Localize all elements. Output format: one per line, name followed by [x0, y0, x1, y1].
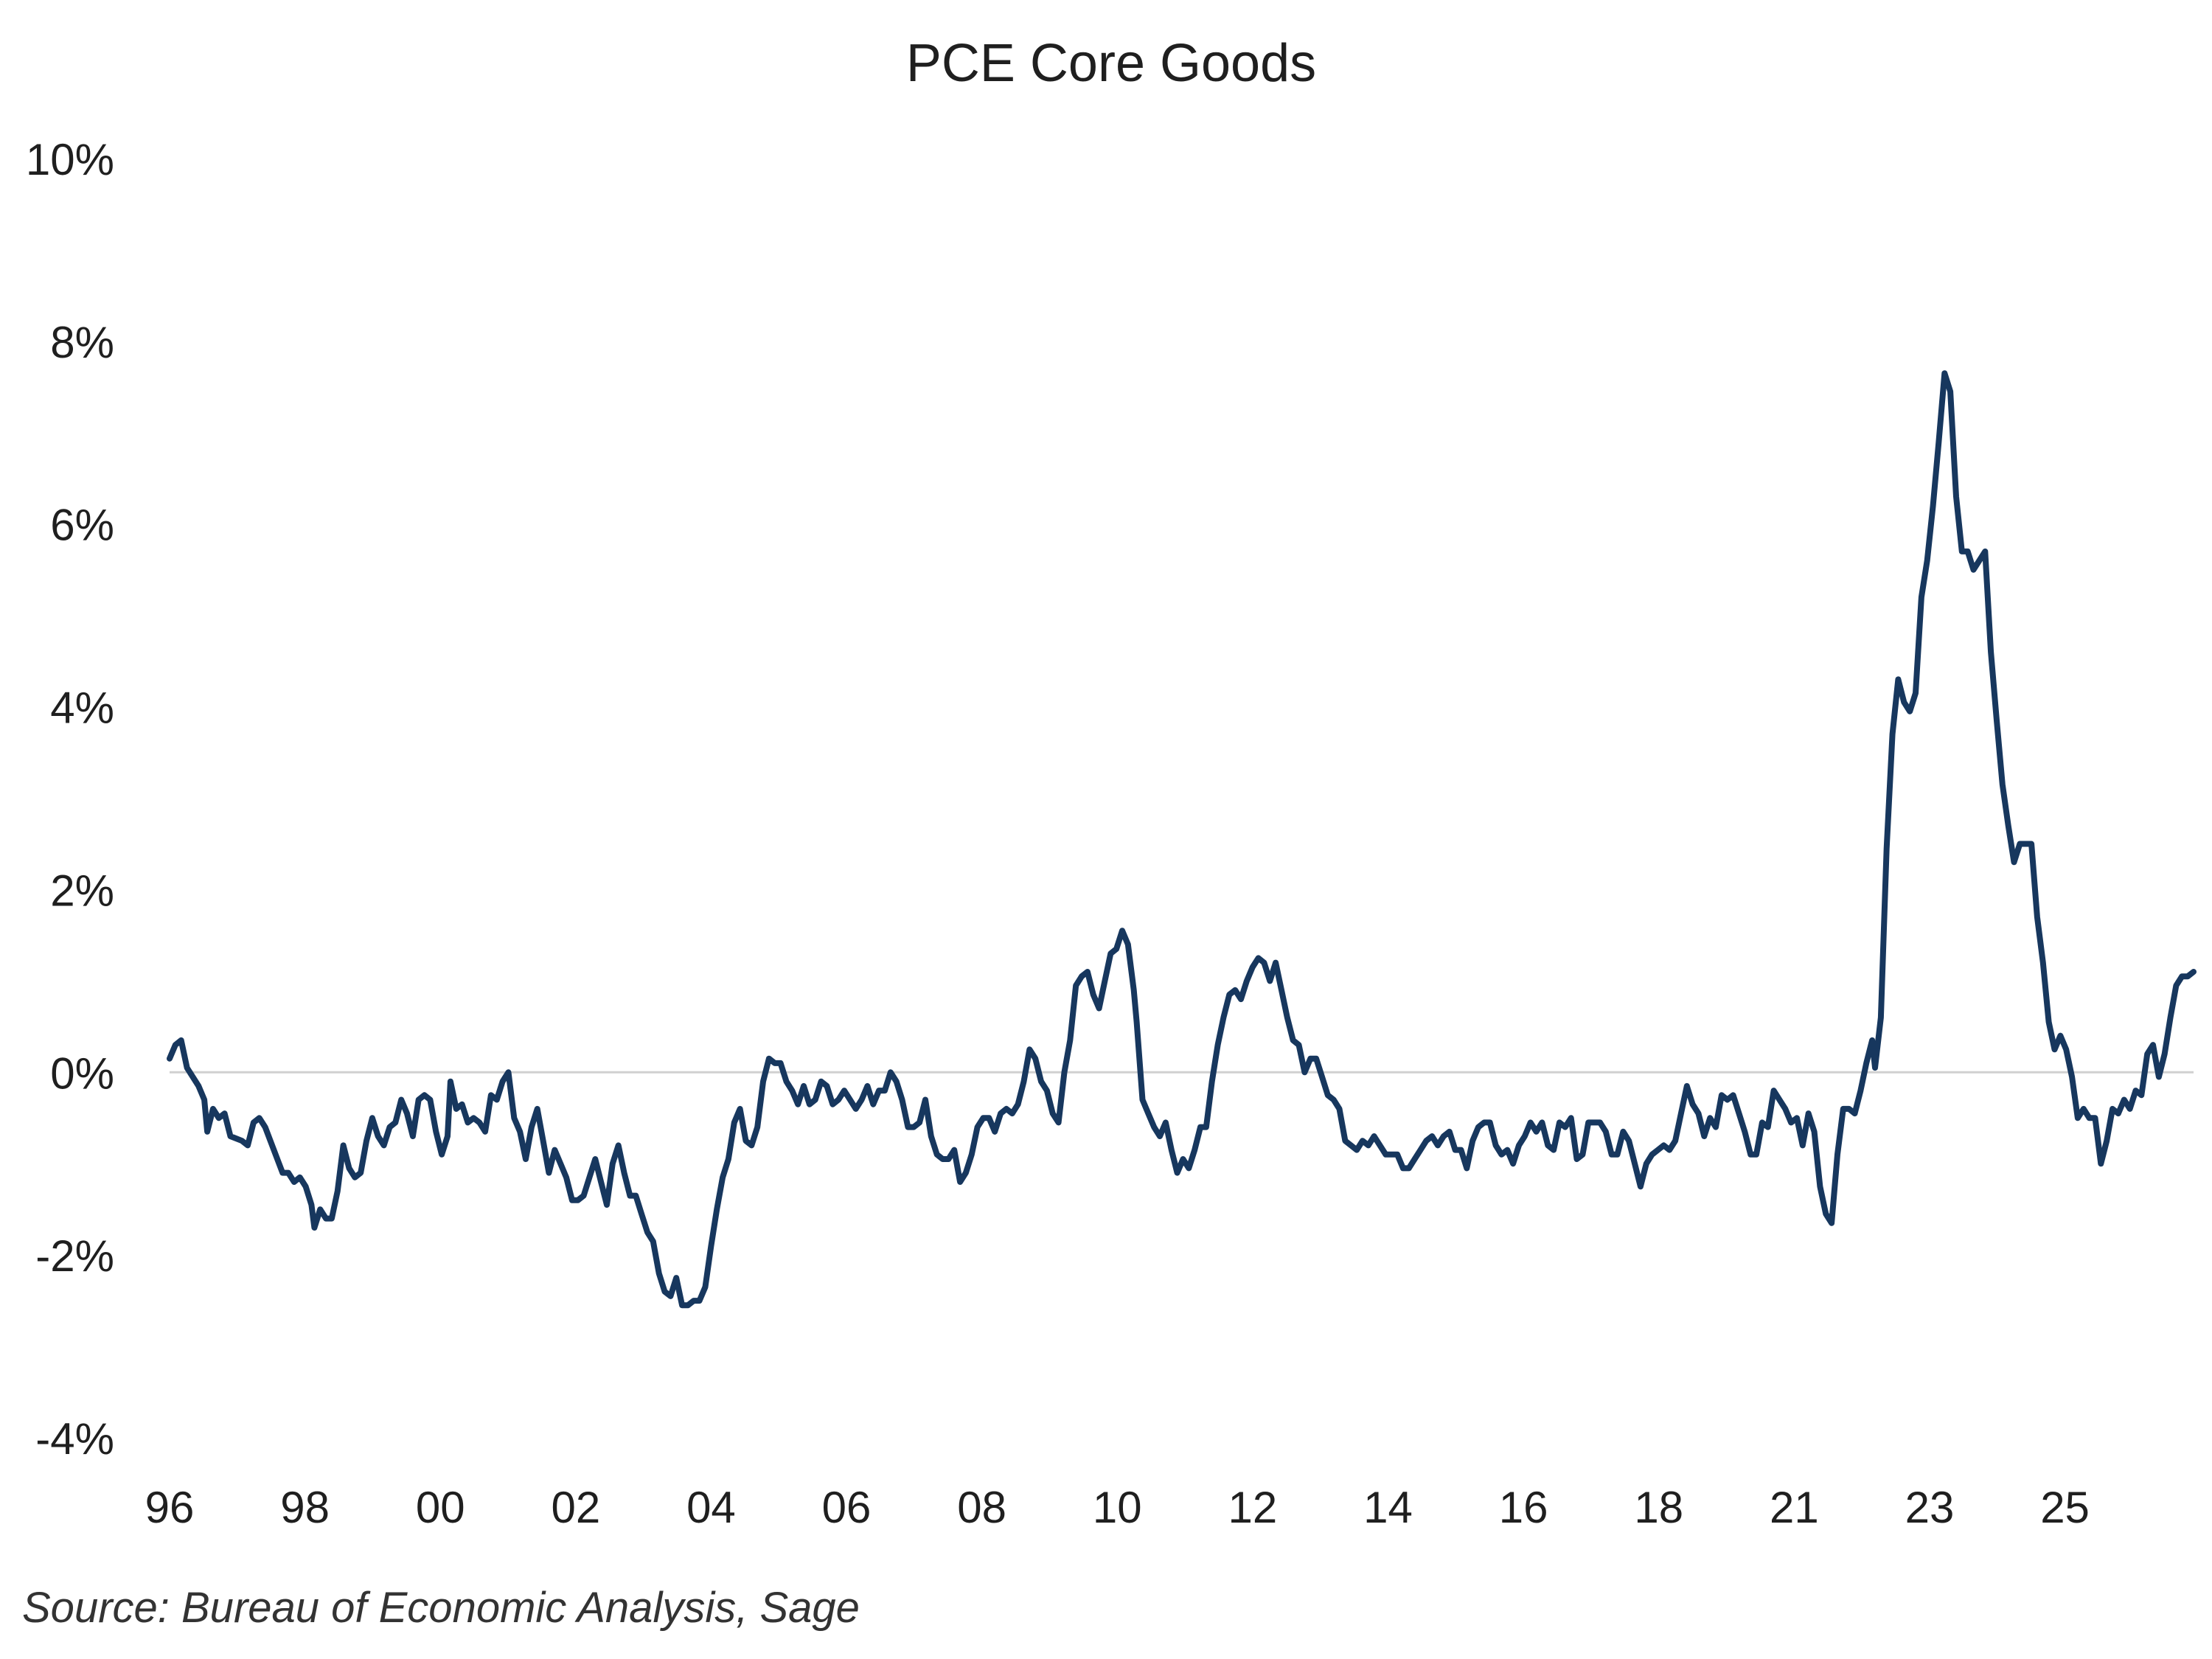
x-tick-label: 98	[280, 1483, 330, 1532]
y-axis: -4% -2% 0% 2% 4% 6% 8% 10%	[26, 135, 114, 1464]
y-tick-label: 8%	[50, 318, 114, 367]
x-tick-label: 18	[1634, 1483, 1683, 1532]
series-line	[167, 370, 2197, 1309]
x-tick-label: 12	[1228, 1483, 1278, 1532]
x-tick-label: 14	[1363, 1483, 1413, 1532]
x-tick-label: 16	[1499, 1483, 1548, 1532]
y-tick-label: 2%	[50, 866, 114, 915]
chart-title: PCE Core Goods	[906, 34, 1316, 93]
x-tick-label: 21	[1770, 1483, 1819, 1532]
x-axis: 96 98 00 02 04 06 08 10 12 14 16 18 21 23 25	[145, 1483, 2090, 1532]
y-tick-label: 10%	[26, 135, 114, 184]
x-tick-label: 08	[957, 1483, 1006, 1532]
x-tick-label: 04	[686, 1483, 736, 1532]
y-tick-label: -4%	[35, 1414, 114, 1464]
source-note: Source: Bureau of Economic Analysis, Sag…	[22, 1584, 860, 1632]
series-layer	[167, 370, 2197, 1309]
y-tick-label: 6%	[50, 501, 114, 550]
y-tick-label: -2%	[35, 1231, 114, 1281]
x-tick-label: 00	[416, 1483, 465, 1532]
y-tick-label: 4%	[50, 684, 114, 733]
x-tick-label: 23	[1905, 1483, 1955, 1532]
x-tick-label: 02	[551, 1483, 600, 1532]
x-tick-label: 25	[2040, 1483, 2090, 1532]
y-tick-label: 0%	[50, 1048, 114, 1098]
x-tick-label: 10	[1093, 1483, 1142, 1532]
x-tick-label: 96	[145, 1483, 195, 1532]
x-tick-label: 06	[822, 1483, 872, 1532]
